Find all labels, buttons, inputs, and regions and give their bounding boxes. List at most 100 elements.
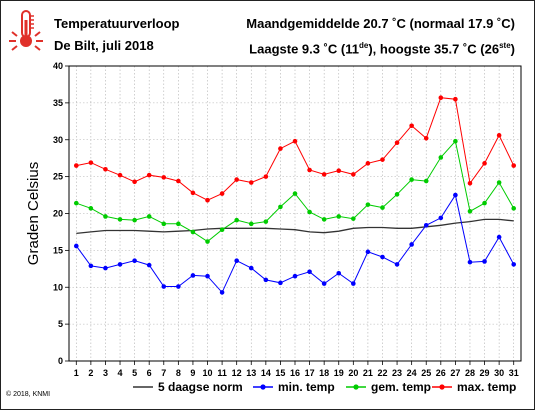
- x-tick-label: 9: [190, 368, 195, 378]
- x-tick-label: 17: [305, 368, 315, 378]
- x-tick-label: 23: [392, 368, 402, 378]
- data-point-min: [117, 262, 123, 267]
- data-point-min: [73, 243, 79, 249]
- data-point-max: [205, 197, 210, 203]
- data-point-max: [423, 135, 429, 141]
- data-point-min: [380, 254, 385, 260]
- x-tick-label: 18: [319, 368, 329, 378]
- data-point-min: [438, 215, 444, 221]
- data-point-gem: [467, 208, 473, 214]
- data-point-min: [263, 277, 269, 283]
- data-point-gem: [234, 217, 239, 223]
- data-point-min: [132, 258, 137, 264]
- chart-title-block: Temperatuurverloop De Bilt, juli 2018: [54, 13, 179, 57]
- data-point-max: [176, 178, 181, 184]
- data-point-min: [351, 281, 356, 286]
- data-point-min: [336, 270, 342, 276]
- data-point-min: [146, 262, 152, 268]
- data-point-min: [365, 249, 371, 255]
- data-point-min: [511, 262, 517, 267]
- data-point-min: [219, 290, 225, 295]
- x-tick-label: 14: [261, 368, 271, 378]
- data-point-gem: [380, 205, 385, 210]
- x-tick-label: 7: [161, 368, 166, 378]
- data-point-max: [103, 166, 108, 172]
- x-tick-label: 15: [275, 368, 285, 378]
- data-point-max: [496, 133, 502, 138]
- data-point-min: [234, 258, 239, 264]
- data-point-gem: [248, 221, 254, 227]
- data-point-gem: [263, 219, 269, 224]
- data-point-gem: [336, 214, 342, 219]
- data-point-min: [409, 242, 414, 247]
- data-point-max: [161, 175, 167, 180]
- legend-marker-min: [260, 384, 266, 390]
- data-point-max: [292, 138, 298, 144]
- data-point-max: [88, 160, 94, 165]
- data-point-max: [263, 174, 269, 179]
- data-point-gem: [453, 138, 458, 144]
- data-point-max: [380, 157, 385, 162]
- summary-block: Maandgemiddelde 20.7 ˚C (normaal 17.9 ˚C…: [246, 13, 515, 60]
- data-point-min: [248, 265, 254, 271]
- y-tick-label: 40: [53, 61, 63, 71]
- data-point-max: [394, 140, 400, 145]
- data-point-gem: [423, 178, 429, 184]
- data-point-min: [205, 273, 210, 279]
- data-point-gem: [438, 155, 444, 160]
- x-tick-label: 19: [334, 368, 344, 378]
- x-tick-label: 30: [494, 368, 504, 378]
- data-point-max: [73, 163, 79, 168]
- legend-label-norm: 5 daagse norm: [158, 380, 243, 394]
- data-point-gem: [394, 192, 400, 197]
- data-point-gem: [482, 200, 487, 206]
- x-tick-label: 1: [74, 368, 79, 378]
- series-line-norm: [76, 218, 514, 235]
- data-point-max: [453, 96, 458, 102]
- data-point-gem: [409, 177, 414, 182]
- data-point-gem: [511, 206, 517, 211]
- x-tick-label: 2: [88, 368, 93, 378]
- x-tick-label: 4: [118, 368, 123, 378]
- data-point-max: [438, 95, 444, 101]
- legend-label-min: min. temp: [278, 380, 335, 394]
- data-point-max: [117, 172, 123, 178]
- x-tick-label: 22: [377, 368, 387, 378]
- x-tick-label: 3: [103, 368, 108, 378]
- data-point-max: [511, 163, 517, 168]
- data-point-gem: [73, 200, 79, 206]
- data-point-max: [190, 190, 196, 196]
- legend-marker-max: [439, 384, 445, 390]
- y-tick-label: 5: [58, 319, 63, 329]
- x-tick-label: 26: [436, 368, 446, 378]
- x-tick-label: 25: [421, 368, 431, 378]
- data-point-min: [394, 262, 400, 267]
- y-tick-label: 25: [53, 172, 63, 182]
- x-tick-label: 11: [217, 368, 227, 378]
- thermometer-icon: [9, 10, 43, 51]
- copyright: © 2018, KNMI: [6, 391, 51, 398]
- data-point-max: [467, 180, 473, 186]
- data-point-gem: [146, 214, 152, 219]
- data-point-max: [482, 161, 487, 166]
- summary-monthly-average: Maandgemiddelde 20.7 ˚C (normaal 17.9 ˚C…: [246, 16, 515, 31]
- y-tick-label: 15: [53, 245, 63, 255]
- data-point-gem: [117, 217, 123, 222]
- data-point-min: [496, 234, 502, 240]
- x-tick-label: 27: [450, 368, 460, 378]
- x-tick-label: 20: [348, 368, 358, 378]
- data-point-min: [482, 259, 487, 264]
- x-tick-label: 12: [232, 368, 242, 378]
- y-tick-label: 0: [58, 356, 63, 366]
- data-point-max: [336, 168, 342, 174]
- x-tick-label: 31: [509, 368, 519, 378]
- data-point-max: [132, 179, 137, 185]
- x-tick-label: 24: [407, 368, 417, 378]
- x-tick-label: 10: [203, 368, 213, 378]
- data-point-gem: [103, 214, 108, 219]
- data-point-min: [467, 259, 473, 265]
- data-point-min: [307, 269, 312, 275]
- y-axis-label: Graden Celsius: [25, 162, 42, 265]
- x-tick-label: 13: [246, 368, 256, 378]
- y-tick-label: 20: [53, 209, 63, 219]
